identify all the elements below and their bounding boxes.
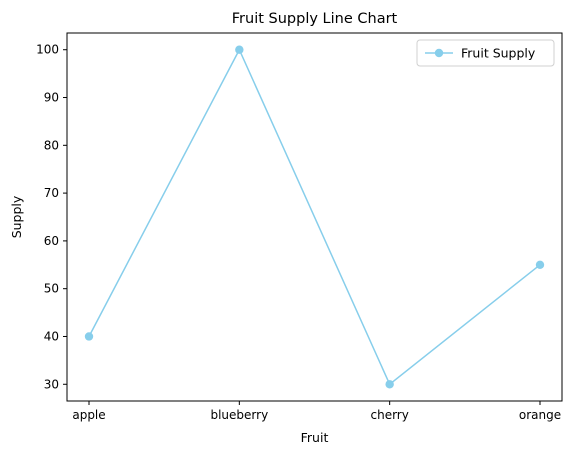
data-point: [235, 45, 244, 54]
y-tick-label: 50: [44, 282, 59, 296]
x-tick-label: cherry: [370, 408, 408, 422]
legend-marker: [434, 48, 444, 58]
legend: Fruit Supply: [416, 39, 555, 67]
data-point: [84, 332, 94, 341]
data-point: [385, 380, 394, 389]
y-tick-label: 60: [44, 234, 59, 248]
plot-frame: [66, 32, 563, 402]
legend-label: Fruit Supply: [461, 46, 536, 61]
y-tick-label: 80: [44, 138, 59, 152]
y-tick-label: 30: [44, 377, 59, 391]
x-tick-label: blueberry: [210, 408, 268, 422]
x-tick-label: orange: [519, 408, 561, 422]
axes: apple blueberry cherry orange 30 40 50 60 70 80 90…: [36, 32, 563, 422]
x-axis-title: Fruit: [301, 430, 329, 445]
y-tick-label: 70: [44, 186, 59, 200]
chart-title: Fruit Supply Line Chart: [232, 11, 398, 27]
data-point: [535, 260, 545, 269]
x-tick-label: apple: [72, 408, 105, 422]
y-axis-title: Supply: [9, 195, 24, 238]
y-tick-label: 40: [44, 329, 59, 343]
series-line: [88, 48, 541, 386]
y-tick-label: 90: [44, 91, 59, 105]
legend-box: [416, 39, 555, 67]
series-group: [84, 45, 545, 389]
y-tick-label: 100: [36, 43, 59, 57]
